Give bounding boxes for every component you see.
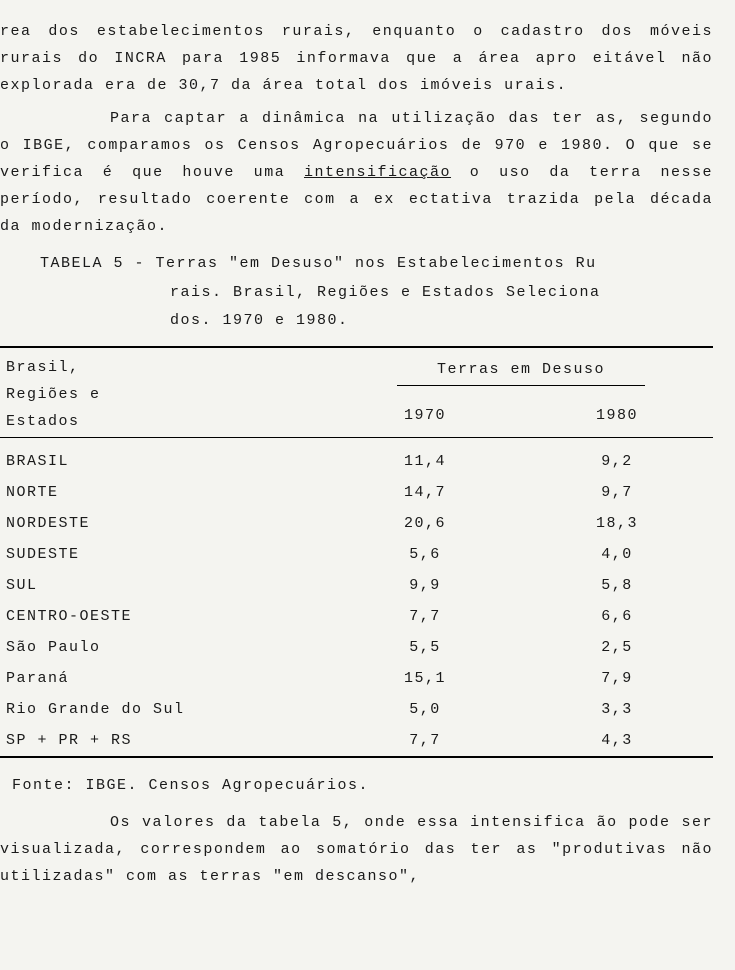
row-header-line-3: Estados bbox=[6, 413, 80, 430]
column-group-header: Terras em Desuso bbox=[397, 356, 645, 386]
table-row: BRASIL11,49,2 bbox=[0, 437, 713, 477]
row-label: SUL bbox=[0, 570, 329, 601]
table-row: SUDESTE5,64,0 bbox=[0, 539, 713, 570]
cell-1970: 14,7 bbox=[329, 477, 521, 508]
row-label: Paraná bbox=[0, 663, 329, 694]
cell-1970: 7,7 bbox=[329, 725, 521, 757]
cell-1980: 2,5 bbox=[521, 632, 713, 663]
row-label: SUDESTE bbox=[0, 539, 329, 570]
cell-1970: 20,6 bbox=[329, 508, 521, 539]
table-row: São Paulo5,52,5 bbox=[0, 632, 713, 663]
table-source: Fonte: IBGE. Censos Agropecuários. bbox=[12, 772, 713, 799]
column-header-1980: 1980 bbox=[521, 394, 713, 437]
paragraph-3: Os valores da tabela 5, onde essa intens… bbox=[0, 809, 713, 890]
table-caption-line-2: rais. Brasil, Regiões e Estados Selecion… bbox=[40, 279, 713, 308]
cell-1970: 5,5 bbox=[329, 632, 521, 663]
column-header-1970: 1970 bbox=[329, 394, 521, 437]
paragraph-2: Para captar a dinâmica na utilização das… bbox=[0, 105, 713, 240]
row-header-line-2: Regiões e bbox=[6, 386, 101, 403]
table-caption: TABELA 5 - Terras "em Desuso" nos Estabe… bbox=[40, 250, 713, 336]
document-page: rea dos estabelecimentos rurais, enquant… bbox=[0, 0, 735, 926]
cell-1980: 6,6 bbox=[521, 601, 713, 632]
row-label: NORDESTE bbox=[0, 508, 329, 539]
row-label: NORTE bbox=[0, 477, 329, 508]
row-label: São Paulo bbox=[0, 632, 329, 663]
cell-1970: 5,0 bbox=[329, 694, 521, 725]
cell-1980: 3,3 bbox=[521, 694, 713, 725]
cell-1970: 15,1 bbox=[329, 663, 521, 694]
cell-1980: 9,7 bbox=[521, 477, 713, 508]
table-body: BRASIL11,49,2NORTE14,79,7NORDESTE20,618,… bbox=[0, 437, 713, 757]
paragraph-2-underline: intensificação bbox=[304, 164, 451, 181]
cell-1980: 5,8 bbox=[521, 570, 713, 601]
paragraph-1: rea dos estabelecimentos rurais, enquant… bbox=[0, 18, 713, 99]
table-caption-line-3: dos. 1970 e 1980. bbox=[40, 307, 713, 336]
row-label: SP + PR + RS bbox=[0, 725, 329, 757]
cell-1980: 7,9 bbox=[521, 663, 713, 694]
cell-1980: 4,3 bbox=[521, 725, 713, 757]
cell-1970: 5,6 bbox=[329, 539, 521, 570]
cell-1970: 11,4 bbox=[329, 437, 521, 477]
cell-1980: 9,2 bbox=[521, 437, 713, 477]
table-row: SP + PR + RS7,74,3 bbox=[0, 725, 713, 757]
data-table: Brasil, Regiões e Estados Terras em Desu… bbox=[0, 346, 713, 758]
cell-1970: 9,9 bbox=[329, 570, 521, 601]
cell-1980: 18,3 bbox=[521, 508, 713, 539]
table-row: NORTE14,79,7 bbox=[0, 477, 713, 508]
cell-1970: 7,7 bbox=[329, 601, 521, 632]
table-row: SUL9,95,8 bbox=[0, 570, 713, 601]
table-row: CENTRO-OESTE7,76,6 bbox=[0, 601, 713, 632]
table-row: Paraná15,17,9 bbox=[0, 663, 713, 694]
row-label: Rio Grande do Sul bbox=[0, 694, 329, 725]
table-row: Rio Grande do Sul5,03,3 bbox=[0, 694, 713, 725]
table-caption-line-1: TABELA 5 - Terras "em Desuso" nos Estabe… bbox=[40, 250, 713, 279]
cell-1980: 4,0 bbox=[521, 539, 713, 570]
table-row: NORDESTE20,618,3 bbox=[0, 508, 713, 539]
row-label: CENTRO-OESTE bbox=[0, 601, 329, 632]
row-label: BRASIL bbox=[0, 437, 329, 477]
row-header-line-1: Brasil, bbox=[6, 359, 80, 376]
